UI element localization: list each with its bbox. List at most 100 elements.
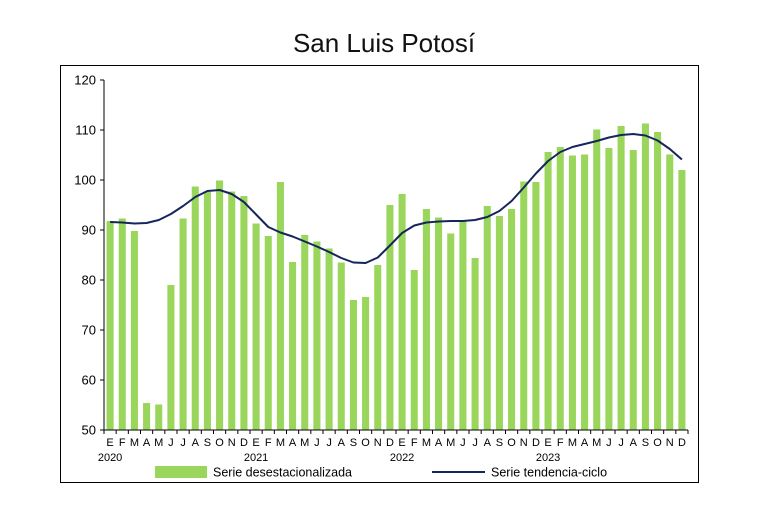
x-tick-label: M <box>446 437 455 449</box>
x-tick-label: A <box>192 437 200 449</box>
x-tick-label: E <box>106 437 113 449</box>
bar <box>276 182 284 430</box>
bar <box>252 223 260 430</box>
bar <box>544 152 552 430</box>
x-tick-label: J <box>606 437 612 449</box>
bar <box>374 265 382 430</box>
x-tick-label: S <box>350 437 357 449</box>
x-tick-label: O <box>361 437 370 449</box>
bar <box>483 206 491 430</box>
x-tick-label: A <box>338 437 346 449</box>
bar <box>422 209 430 430</box>
bar <box>143 403 151 430</box>
bar-series <box>106 123 686 430</box>
bar <box>471 258 479 430</box>
bar <box>495 216 503 430</box>
trend-line <box>110 133 683 264</box>
y-tick-label: 60 <box>82 373 96 388</box>
y-tick-label: 120 <box>74 73 96 88</box>
x-tick-label: A <box>435 437 443 449</box>
bar <box>191 186 199 430</box>
chart-title: San Luis Potosí <box>292 28 476 58</box>
bar <box>301 235 309 430</box>
bar <box>130 231 138 430</box>
bar <box>435 217 443 430</box>
y-tick-label: 110 <box>75 123 96 138</box>
bar <box>240 196 248 430</box>
x-year-label: 2023 <box>536 452 560 464</box>
bar <box>179 218 187 430</box>
x-tick-label: E <box>544 437 551 449</box>
x-tick-label: E <box>252 437 259 449</box>
x-tick-label: M <box>422 437 431 449</box>
bar <box>654 132 662 430</box>
bar <box>386 205 394 430</box>
bar <box>629 150 637 430</box>
bar <box>216 180 224 430</box>
x-tick-label: A <box>289 437 297 449</box>
legend: Serie desestacionalizada Serie tendencia-… <box>155 466 607 480</box>
bar <box>605 148 613 430</box>
x-tick-label: O <box>653 437 662 449</box>
x-tick-label: J <box>460 437 466 449</box>
bar <box>532 182 540 430</box>
line-series <box>110 133 683 264</box>
y-tick-label: 70 <box>82 323 96 338</box>
x-tick-label: F <box>411 437 418 449</box>
y-tick-label: 80 <box>82 273 96 288</box>
y-tick-label: 90 <box>82 223 96 238</box>
bar <box>167 285 175 430</box>
bar <box>337 262 345 430</box>
bar <box>556 147 564 430</box>
bar <box>617 126 625 430</box>
x-year-label: 2021 <box>244 452 268 464</box>
x-tick-label: M <box>276 437 285 449</box>
x-tick-label: S <box>642 437 649 449</box>
x-tick-label: N <box>520 437 528 449</box>
x-tick-label: J <box>618 437 624 449</box>
legend-label-line: Serie tendencia-ciclo <box>491 466 607 480</box>
x-tick-label: J <box>180 437 186 449</box>
bar <box>666 154 674 430</box>
x-tick-label: N <box>666 437 674 449</box>
x-tick-label: N <box>374 437 382 449</box>
bar <box>593 129 601 430</box>
bar <box>155 404 163 430</box>
x-tick-label: M <box>568 437 577 449</box>
bar <box>362 297 370 430</box>
bar <box>508 209 516 430</box>
x-tick-label: F <box>265 437 272 449</box>
x-tick-label: J <box>168 437 174 449</box>
bar <box>459 221 467 430</box>
bar <box>313 241 321 430</box>
x-tick-label: A <box>484 437 492 449</box>
bar <box>289 262 297 430</box>
bar <box>678 170 686 430</box>
bar <box>398 194 406 430</box>
x-tick-label: J <box>326 437 332 449</box>
x-tick-label: F <box>557 437 564 449</box>
x-tick-label: A <box>630 437 638 449</box>
x-tick-label: M <box>130 437 139 449</box>
x-year-label: 2020 <box>98 452 122 464</box>
x-tick-label: M <box>154 437 163 449</box>
bar <box>264 236 272 430</box>
x-tick-label: D <box>532 437 540 449</box>
x-tick-label: D <box>386 437 394 449</box>
bar <box>349 300 357 430</box>
x-tick-label: O <box>507 437 516 449</box>
legend-swatch-bar <box>155 466 207 478</box>
legend-label-bar: Serie desestacionalizada <box>213 466 352 480</box>
bar <box>203 192 211 430</box>
x-tick-label: F <box>119 437 126 449</box>
x-year-label: 2022 <box>390 452 414 464</box>
x-tick-label: A <box>143 437 151 449</box>
x-tick-label: D <box>678 437 686 449</box>
x-tick-label: O <box>215 437 224 449</box>
y-tick-label: 100 <box>74 173 96 188</box>
x-tick-label: E <box>398 437 405 449</box>
x-tick-label: J <box>472 437 478 449</box>
bar <box>520 181 528 430</box>
